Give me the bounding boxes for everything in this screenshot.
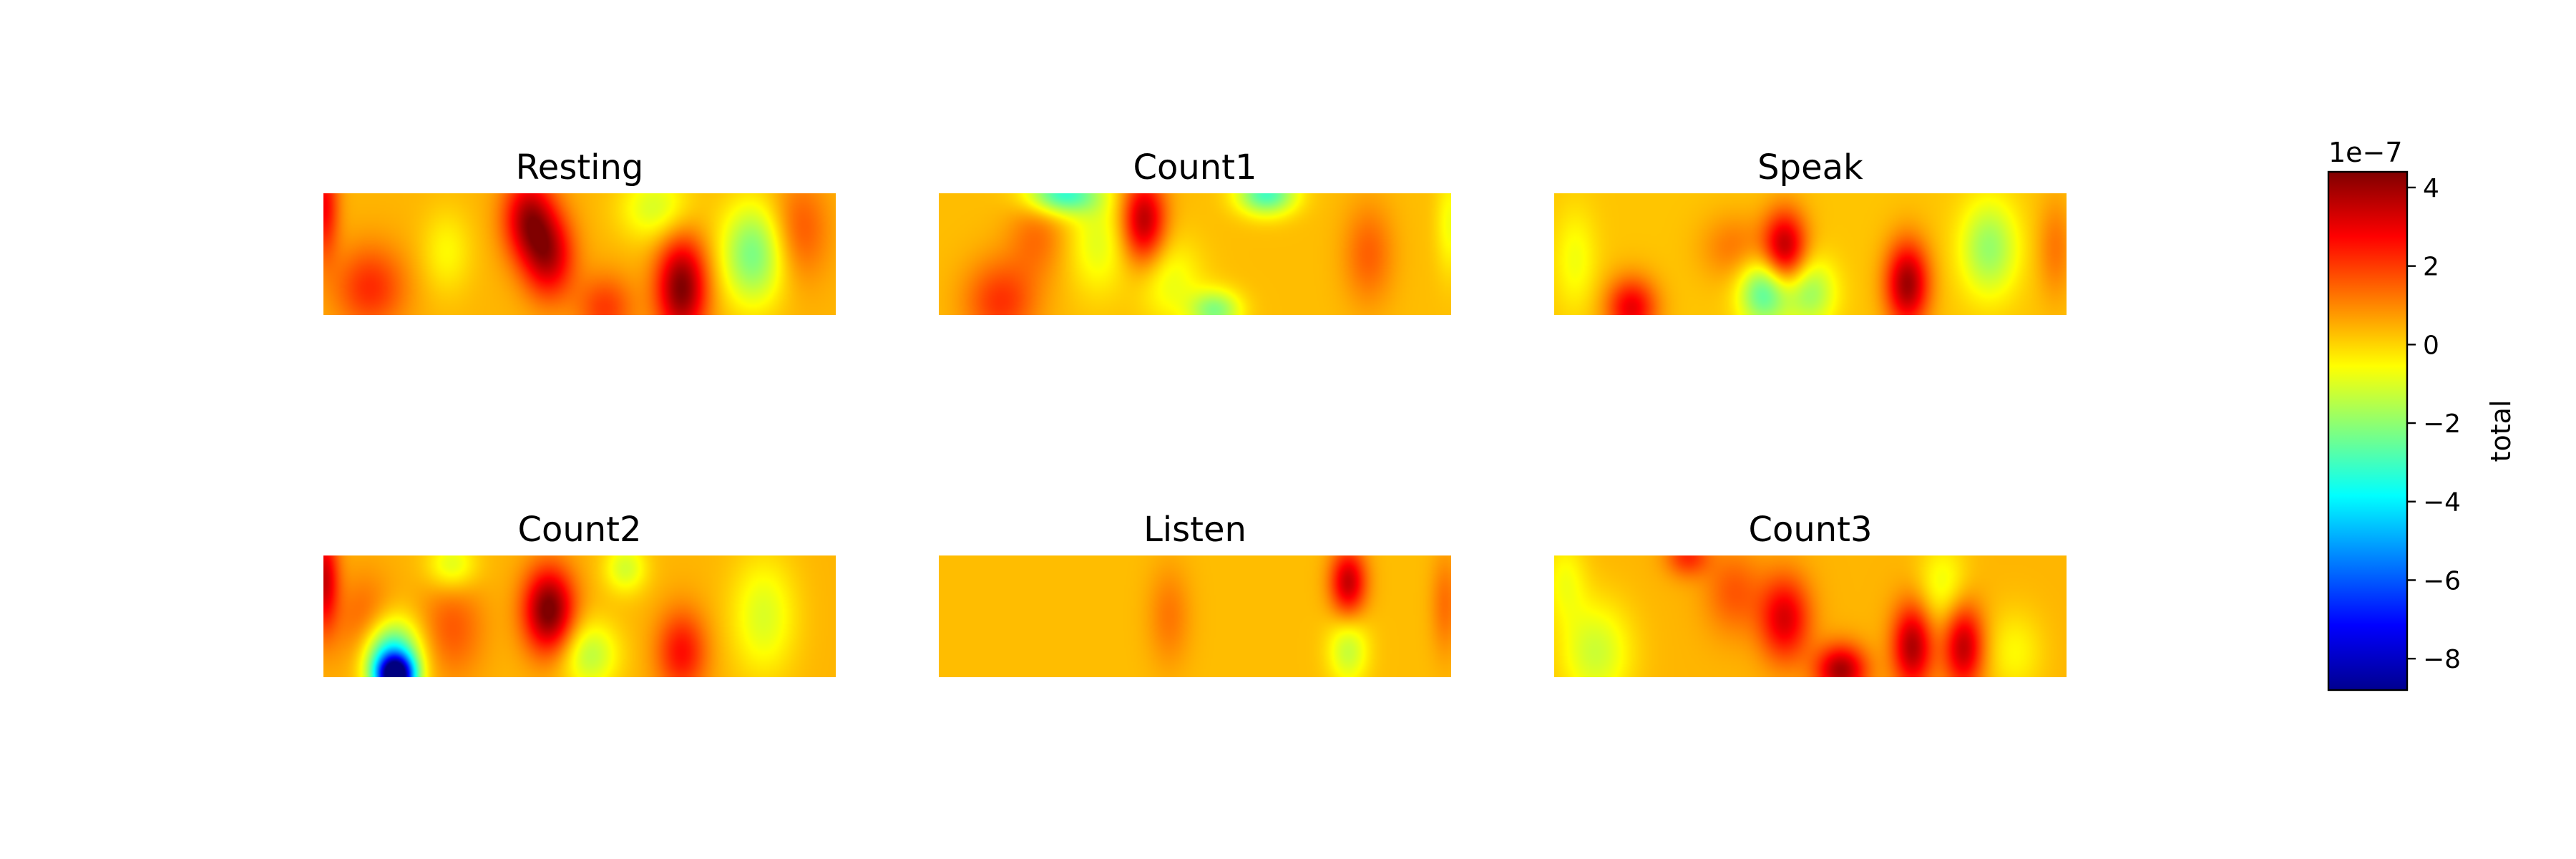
panel-count2: Count2 xyxy=(323,510,836,677)
colorbar-gradient xyxy=(2327,170,2409,691)
panel-listen: Listen xyxy=(939,510,1451,677)
panel-title: Count3 xyxy=(1748,510,1872,550)
panel-count3: Count3 xyxy=(1554,510,2067,677)
heatmap-image xyxy=(323,193,836,315)
panel-title: Resting xyxy=(516,147,644,188)
heatmap-image xyxy=(939,555,1451,677)
colorbar: 4 2 0 −2 −4 −6 −8 1e−7 total xyxy=(2327,137,2517,691)
heatmap-panels: Resting Count1 Speak Count2 Listen Count3 xyxy=(323,147,2067,677)
colorbar-tick-label: −6 xyxy=(2423,566,2461,596)
colorbar-tick-label: 4 xyxy=(2423,174,2439,203)
panel-speak: Speak xyxy=(1554,147,2067,315)
panel-title: Count1 xyxy=(1133,147,1257,188)
heatmap-image xyxy=(323,555,836,677)
colorbar-label: total xyxy=(2485,400,2517,462)
colorbar-tick-label: 0 xyxy=(2423,331,2439,360)
panel-title: Listen xyxy=(1143,510,1246,550)
panel-resting: Resting xyxy=(323,147,836,315)
panel-title: Speak xyxy=(1757,147,1863,188)
colorbar-tick-label: −2 xyxy=(2423,409,2461,439)
panel-title: Count2 xyxy=(517,510,641,550)
colorbar-tick-label: −8 xyxy=(2423,645,2461,674)
panel-count1: Count1 xyxy=(939,147,1451,315)
heatmap-image xyxy=(1554,193,2067,315)
heatmap-image xyxy=(1554,555,2067,677)
colorbar-tick-label: 2 xyxy=(2423,253,2439,282)
colorbar-tick-label: −4 xyxy=(2423,488,2461,518)
colorbar-ticks: 4 2 0 −2 −4 −6 −8 xyxy=(2407,174,2461,674)
colorbar-offset-text: 1e−7 xyxy=(2328,137,2403,168)
heatmap-image xyxy=(939,193,1451,315)
